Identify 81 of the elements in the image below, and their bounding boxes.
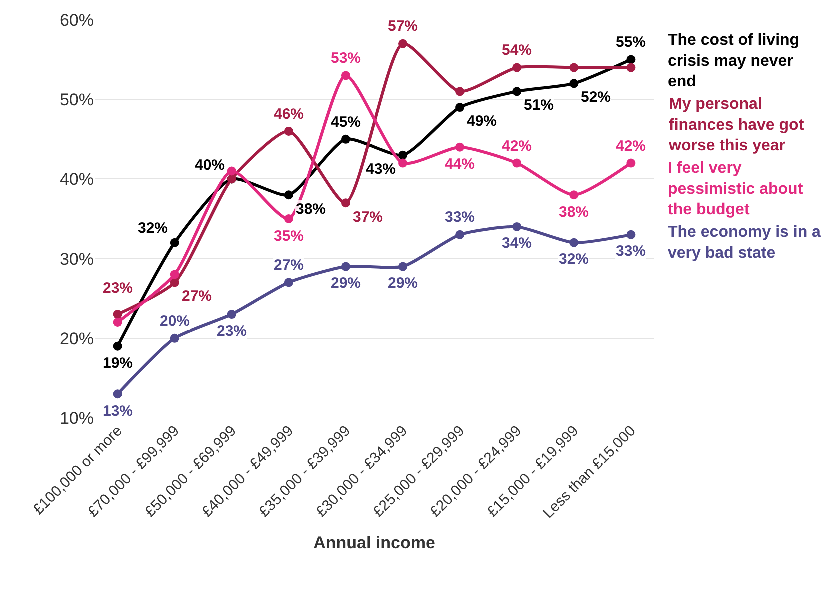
point (626, 63, 636, 72)
x-axis-title: Annual income (314, 533, 436, 552)
point (341, 262, 350, 272)
data-label: 43% (366, 161, 396, 178)
point (341, 198, 350, 208)
text: I feel very pessimistic about the budget (668, 160, 804, 219)
point (570, 79, 579, 88)
point (626, 158, 636, 168)
data-label: 42% (616, 138, 646, 155)
data-label: 33% (616, 243, 646, 260)
point (170, 270, 180, 280)
point (113, 390, 122, 399)
data-label: 40% (195, 157, 226, 174)
y-tick-label: 10% (60, 408, 94, 428)
point (113, 342, 122, 351)
data-label: 19% (103, 355, 134, 372)
data-label: 53% (331, 50, 362, 67)
data-label: 27% (182, 288, 212, 305)
point (570, 238, 579, 248)
point (626, 230, 636, 240)
data-label: 46% (274, 106, 304, 123)
data-label: 33% (445, 209, 476, 226)
point (512, 222, 522, 232)
data-label: 35% (274, 228, 304, 245)
data-label: 38% (559, 204, 590, 221)
data-label: 20% (160, 313, 190, 330)
point (512, 158, 522, 168)
point (512, 63, 522, 72)
y-tick-label: 20% (60, 329, 94, 348)
point (341, 134, 350, 144)
point (456, 103, 465, 112)
data-label: 37% (353, 209, 384, 226)
text: My personal finances have got worse this year (668, 96, 805, 155)
y-tick-label: 40% (60, 170, 94, 190)
point (626, 55, 636, 64)
point (284, 190, 294, 200)
y-tick-label: 30% (60, 250, 94, 269)
point (170, 238, 180, 248)
point (570, 190, 579, 200)
data-label: 38% (296, 201, 326, 218)
data-label: 45% (331, 114, 362, 131)
point (227, 166, 236, 176)
data-label: 42% (502, 138, 532, 155)
point (284, 214, 294, 224)
y-tick-label: 50% (60, 90, 94, 110)
y-tick-label: 60% (60, 10, 94, 30)
point (456, 142, 465, 152)
data-label: 32% (138, 220, 168, 237)
point (113, 310, 122, 320)
point (113, 318, 122, 327)
data-label: 55% (616, 34, 646, 51)
text: The cost of living crisis may never end (668, 32, 800, 91)
point (398, 158, 408, 168)
data-label: 32% (559, 251, 590, 268)
data-label: 57% (388, 18, 418, 35)
point (341, 71, 350, 80)
point (456, 87, 465, 96)
point (570, 63, 579, 72)
point (398, 150, 408, 160)
point (227, 310, 236, 320)
data-label: 52% (581, 89, 612, 106)
point (398, 39, 408, 48)
data-label: 29% (388, 275, 418, 292)
data-label: 23% (217, 323, 248, 340)
data-label: 49% (467, 113, 498, 130)
point (170, 278, 180, 288)
data-label: 29% (331, 275, 362, 292)
data-label: 34% (502, 235, 532, 252)
point (284, 126, 294, 136)
data-label: 44% (445, 156, 476, 173)
point (284, 278, 294, 288)
text: The economy is in a very bad state (668, 224, 822, 262)
data-label: 27% (274, 257, 304, 274)
point (170, 334, 180, 343)
point (456, 230, 465, 240)
point (512, 87, 522, 96)
data-label: 54% (502, 42, 532, 59)
data-label: 13% (103, 403, 134, 420)
point (398, 262, 408, 272)
data-label: 51% (524, 97, 554, 114)
data-label: 23% (103, 280, 134, 297)
